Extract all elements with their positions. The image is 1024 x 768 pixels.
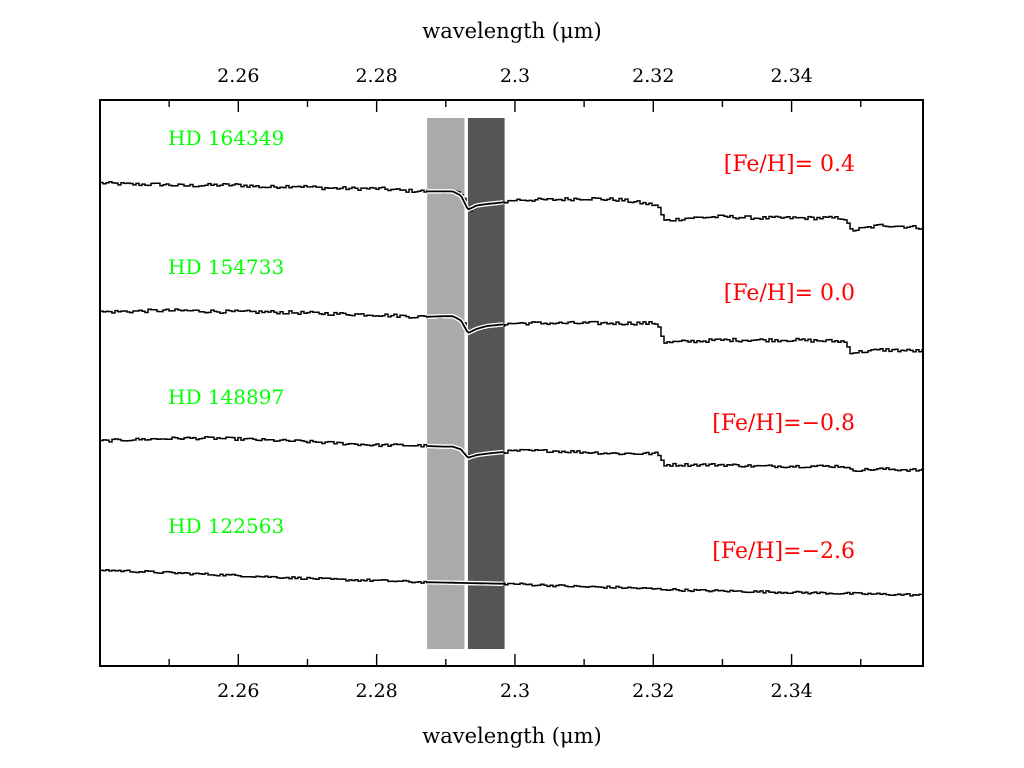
axis-tick-labels: 2.26 2.26 2.28 2.28 2.3 2.3 2.32 2.32 2.34 2.34 [217,65,813,702]
spectrum-line [100,180,923,232]
x-tick-label-bottom: 2.28 [355,680,397,702]
x-tick-label-top: 2.26 [217,65,259,87]
x-tick-label-top: 2.34 [770,65,812,87]
spectrum-line [100,308,923,355]
band-highlight-line [427,190,504,211]
band-highlight-line [427,445,504,459]
x-tick-label-top: 2.28 [355,65,397,87]
band-highlight-line [427,581,504,585]
metallicity-label: [Fe/H]=−2.6 [712,539,855,564]
star-name-label: HD 164349 [168,126,284,150]
x-tick-label-top: 2.3 [500,65,530,87]
x-tick-label-bottom: 2.3 [500,680,530,702]
x-axis-title-bottom: wavelength (μm) [422,724,601,748]
star-name-label: HD 148897 [168,385,284,409]
band-2 [467,118,505,649]
spectra-lines [100,180,923,597]
x-tick-label-bottom: 2.32 [632,680,674,702]
star-name-label: HD 154733 [168,255,284,279]
axis-ticks [168,100,862,666]
x-tick-label-bottom: 2.26 [217,680,259,702]
spectrum-line [100,436,923,473]
series-labels: HD 164349 [Fe/H]= 0.4 HD 154733 [Fe/H]= 0.0… [168,126,855,564]
metallicity-label: [Fe/H]=−0.8 [712,411,855,436]
star-name-label: HD 122563 [168,514,284,538]
x-tick-label-top: 2.32 [632,65,674,87]
metallicity-label: [Fe/H]= 0.0 [724,281,855,306]
spectrum-line [100,568,923,597]
metallicity-label: [Fe/H]= 0.4 [724,152,855,177]
x-axis-title-top: wavelength (μm) [422,19,601,43]
x-tick-label-bottom: 2.34 [770,680,812,702]
plot-frame [99,99,924,667]
band-1 [427,118,465,649]
band-highlight-line [427,315,504,334]
